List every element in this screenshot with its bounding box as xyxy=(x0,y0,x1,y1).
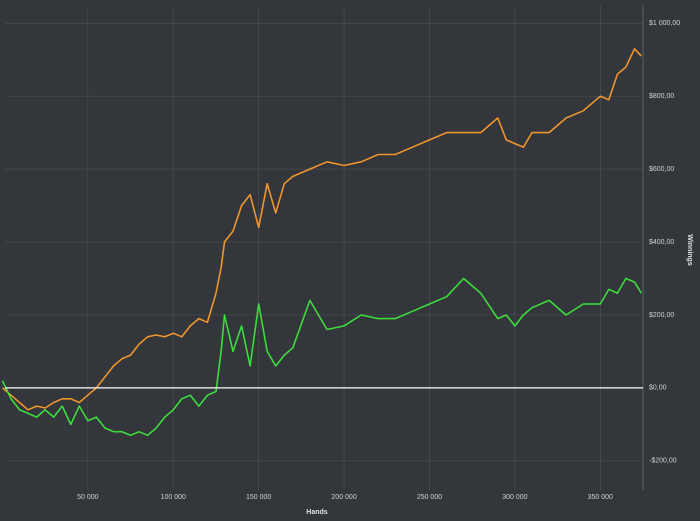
x-tick-label: 150 000 xyxy=(246,494,271,501)
x-tick-label: 50 000 xyxy=(77,494,99,501)
x-tick-label: 350 000 xyxy=(588,494,613,501)
x-tick-label: 250 000 xyxy=(417,494,442,501)
data-line xyxy=(1,48,642,411)
y-tick-label: $1 000,00 xyxy=(649,20,680,27)
y-tick-label: $400,00 xyxy=(649,239,674,246)
x-tick-label: 100 000 xyxy=(161,494,186,501)
y-tick-label: $200,00 xyxy=(649,312,674,319)
y-axis-title: Winnings xyxy=(686,234,693,266)
x-tick-label: 200 000 xyxy=(331,494,356,501)
x-axis-title: Hands xyxy=(306,509,328,516)
data-line xyxy=(1,277,642,437)
x-tick-label: 300 000 xyxy=(502,494,527,501)
y-tick-label: -$200,00 xyxy=(649,458,677,465)
y-tick-label: $600,00 xyxy=(649,166,674,173)
y-tick-label: $0,00 xyxy=(649,385,667,392)
y-tick-label: $800,00 xyxy=(649,93,674,100)
